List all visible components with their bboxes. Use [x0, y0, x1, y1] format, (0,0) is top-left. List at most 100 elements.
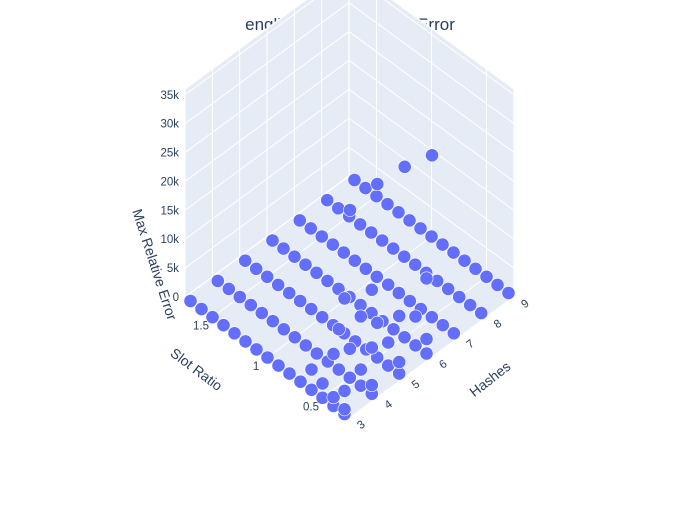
right-wall-gridline	[383, 0, 515, 96]
data-point	[364, 340, 379, 355]
data-point	[425, 148, 439, 163]
data-point	[386, 241, 401, 256]
data-point	[183, 294, 198, 308]
data-point	[358, 261, 373, 276]
z-tick-label: 35k	[160, 90, 179, 102]
data-point	[353, 362, 368, 377]
data-point	[260, 269, 275, 284]
y-tick-label: 1.5	[193, 321, 209, 333]
data-point	[293, 294, 308, 308]
data-point	[337, 402, 352, 417]
left-wall-gridline	[184, 2, 350, 125]
data-point	[314, 229, 329, 244]
data-point	[276, 241, 291, 256]
data-point	[205, 310, 220, 325]
data-point	[408, 257, 423, 272]
data-point	[408, 338, 423, 353]
x-tick-label: 4	[383, 398, 396, 412]
data-point	[468, 261, 483, 276]
data-point	[271, 277, 286, 292]
x-tick-label: 5	[410, 378, 422, 391]
right-wall-gridline	[348, 117, 515, 240]
left-wall-gridline	[184, 146, 350, 269]
data-point	[276, 322, 291, 337]
left-wall-gridline	[184, 88, 350, 211]
data-point	[419, 346, 434, 361]
z-tick-label: 30k	[160, 119, 179, 131]
data-point	[326, 390, 341, 405]
x-tick-label: 3	[355, 419, 367, 432]
y-tick-label: 0.5	[303, 401, 319, 413]
data-point	[298, 338, 313, 353]
data-point	[304, 362, 319, 377]
data-point	[282, 366, 297, 381]
data-point	[331, 201, 346, 216]
data-point	[381, 277, 396, 292]
right-wall-gridline	[348, 60, 515, 182]
data-point	[501, 286, 516, 300]
data-point	[413, 221, 428, 236]
data-point	[380, 197, 395, 212]
data-point	[304, 302, 319, 316]
data-point	[446, 326, 461, 341]
data-point	[336, 245, 351, 260]
data-point	[221, 281, 236, 296]
data-point	[446, 245, 461, 260]
right-wall-gridline	[348, 146, 515, 269]
left-wall-gridline	[184, 117, 350, 240]
left-wall-gridline	[184, 31, 350, 153]
y-axis-title: Slot Ratio	[167, 345, 225, 394]
data-point	[342, 370, 357, 385]
data-point	[227, 326, 242, 341]
data-point	[271, 358, 286, 373]
data-point	[337, 383, 352, 398]
right-wall-gridline	[348, 31, 515, 153]
left-wall-gridline	[184, 0, 315, 96]
data-point	[309, 265, 324, 280]
data-point	[304, 382, 319, 397]
data-point	[364, 378, 379, 392]
data-point	[392, 355, 407, 369]
data-point	[326, 346, 341, 361]
data-point	[452, 290, 467, 304]
data-point	[369, 269, 384, 284]
data-point	[370, 315, 385, 330]
data-point	[249, 261, 264, 276]
data-point	[347, 253, 362, 268]
data-point	[243, 298, 258, 312]
data-point	[343, 203, 357, 217]
data-point	[369, 189, 384, 204]
data-point	[282, 286, 297, 300]
data-point	[331, 322, 346, 337]
x-tick-label: 9	[519, 298, 531, 311]
data-point	[419, 271, 434, 286]
data-point	[331, 362, 346, 377]
data-point	[397, 159, 412, 174]
data-point	[490, 277, 505, 292]
x-tick-label: 7	[465, 338, 477, 351]
z-tick-label: 10k	[160, 234, 179, 246]
data-point	[254, 306, 269, 320]
data-point	[260, 350, 275, 365]
data-point	[391, 286, 406, 300]
z-tick-label: 15k	[160, 205, 179, 217]
data-point	[441, 281, 456, 296]
data-point	[364, 225, 379, 240]
data-point	[381, 335, 396, 350]
data-point	[435, 318, 450, 333]
z-tick-label: 0	[173, 292, 179, 304]
data-point	[194, 302, 209, 316]
data-point	[386, 322, 401, 337]
data-point	[408, 309, 423, 324]
data-point	[315, 376, 330, 391]
plot-area: 3 4 5 6 7 8 9 0.5 1 1.5 0 5k 10k 15k 20k 25k 30k 35k Hashe…	[129, 0, 532, 432]
data-point	[424, 310, 439, 325]
data-point	[402, 213, 417, 228]
data-point	[474, 306, 489, 320]
data-point	[292, 213, 307, 228]
data-point	[424, 229, 439, 244]
data-point	[358, 181, 373, 195]
data-point	[463, 298, 478, 312]
z-tick-label: 5k	[167, 263, 179, 275]
